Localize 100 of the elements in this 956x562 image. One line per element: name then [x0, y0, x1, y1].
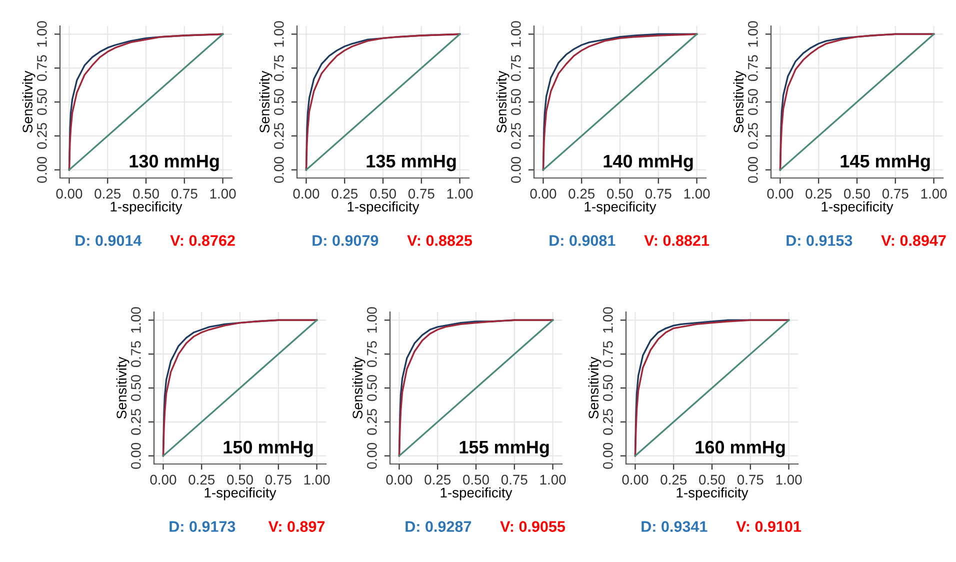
- y-axis-title: Sensitivity: [496, 70, 510, 133]
- x-tick-label: 1.00: [304, 474, 330, 485]
- y-tick-label: 0.25: [511, 122, 521, 149]
- text: V: 0.8825: [407, 235, 472, 246]
- y-axis-title: Sensitivity: [352, 356, 366, 419]
- x-tick-label: 0.00: [767, 188, 794, 199]
- y-tick-label: 1.00: [37, 21, 47, 47]
- line-series: [779, 33, 935, 171]
- x-tick-label: 0.50: [227, 474, 253, 485]
- y-tick-label: 0.25: [603, 408, 613, 435]
- x-tick-label: 0.50: [463, 474, 489, 485]
- text: V: 0.8947: [881, 235, 946, 246]
- y-axis-title: Sensitivity: [116, 356, 130, 419]
- x-tick-label: 0.75: [882, 188, 908, 199]
- x-tick-label: 0.75: [645, 188, 672, 199]
- x-tick-label: 0.00: [150, 474, 176, 485]
- text: D: 0.9079: [312, 235, 378, 246]
- y-tick-label: 0.50: [37, 89, 47, 115]
- text: V: 0.9101: [736, 521, 802, 532]
- y-tick-label: 0.50: [367, 375, 377, 401]
- x-tick-label: 0.25: [332, 188, 358, 199]
- annotation: 155 mmHg: [460, 440, 549, 458]
- y-tick-label: 0.75: [131, 341, 141, 368]
- y-tick-label: 0.75: [603, 341, 613, 368]
- x-axis-title: 1-specificity: [584, 201, 656, 214]
- y-tick-label: 1.00: [748, 21, 758, 47]
- y-tick-label: 1.00: [274, 21, 284, 47]
- line-series: [305, 33, 461, 171]
- text: D: 0.9173: [170, 521, 236, 532]
- y-tick-label: 0.00: [511, 156, 521, 183]
- y-tick-label: 1.00: [367, 307, 377, 333]
- y-tick-label: 0.25: [274, 122, 284, 149]
- annotation: 150 mmHg: [224, 440, 313, 458]
- line-series: [68, 33, 224, 171]
- y-tick-label: 0.25: [131, 408, 141, 435]
- x-tick-label: 0.25: [806, 188, 832, 199]
- text: V: 0.897: [268, 521, 325, 532]
- annotation: 140 mmHg: [604, 154, 693, 172]
- x-tick-label: 0.25: [188, 474, 215, 485]
- y-tick-label: 1.00: [131, 307, 141, 333]
- x-tick-label: 1.00: [776, 474, 802, 485]
- y-axis-title: Sensitivity: [22, 70, 36, 133]
- line-series: [162, 319, 318, 457]
- x-tick-label: 0.75: [408, 188, 434, 199]
- x-axis-title: 1-specificity: [348, 201, 420, 214]
- y-axis-title: Sensitivity: [259, 70, 272, 133]
- y-tick-label: 0.75: [37, 55, 47, 82]
- y-tick-label: 0.00: [274, 156, 284, 183]
- x-tick-label: 1.00: [447, 188, 473, 199]
- y-tick-label: 0.25: [748, 122, 758, 149]
- y-tick-label: 0.50: [603, 375, 613, 401]
- x-tick-label: 0.00: [386, 474, 412, 485]
- y-tick-label: 0.25: [367, 408, 377, 435]
- x-tick-label: 0.25: [660, 474, 687, 485]
- annotation: 130 mmHg: [130, 154, 219, 172]
- text: D: 0.9014: [76, 235, 142, 246]
- x-tick-label: 0.25: [94, 188, 121, 199]
- y-tick-label: 0.50: [748, 89, 758, 115]
- x-tick-label: 0.00: [56, 188, 82, 199]
- y-tick-label: 0.00: [131, 442, 141, 469]
- x-tick-label: 0.75: [171, 188, 198, 199]
- annotation: 145 mmHg: [840, 154, 930, 172]
- y-tick-label: 0.75: [367, 341, 377, 368]
- x-tick-label: 1.00: [540, 474, 566, 485]
- y-tick-label: 0.50: [511, 89, 521, 115]
- x-tick-label: 1.00: [210, 188, 236, 199]
- x-tick-label: 0.50: [844, 188, 870, 199]
- y-tick-label: 0.00: [603, 442, 613, 469]
- y-tick-label: 0.50: [131, 375, 141, 401]
- line-series: [634, 319, 790, 457]
- x-tick-label: 0.25: [568, 188, 595, 199]
- y-tick-label: 0.00: [748, 156, 758, 183]
- y-axis-title: Sensitivity: [588, 356, 602, 419]
- x-tick-label: 0.25: [424, 474, 451, 485]
- y-axis-title: Sensitivity: [733, 70, 746, 133]
- y-tick-label: 1.00: [511, 21, 521, 47]
- y-tick-label: 1.00: [603, 307, 613, 333]
- line-series: [398, 319, 554, 457]
- x-tick-label: 0.00: [530, 188, 556, 199]
- x-axis-title: 1-specificity: [822, 201, 894, 214]
- x-tick-label: 0.00: [293, 188, 320, 199]
- y-tick-label: 0.75: [274, 55, 284, 82]
- text: D: 0.9287: [406, 521, 472, 532]
- annotation: 160 mmHg: [696, 440, 785, 458]
- text: V: 0.9055: [500, 521, 566, 532]
- x-axis-title: 1-specificity: [110, 201, 182, 214]
- y-tick-label: 0.75: [748, 55, 758, 82]
- text: V: 0.8762: [170, 235, 235, 246]
- x-tick-label: 0.50: [699, 474, 725, 485]
- text: V: 0.8821: [644, 235, 710, 246]
- y-tick-label: 0.75: [511, 55, 521, 82]
- text: D: 0.9153: [786, 235, 852, 246]
- y-tick-label: 0.00: [37, 156, 47, 183]
- x-tick-label: 1.00: [684, 188, 710, 199]
- x-axis-title: 1-specificity: [676, 487, 748, 500]
- x-axis-title: 1-specificity: [440, 487, 512, 500]
- x-tick-label: 1.00: [921, 188, 947, 199]
- y-tick-label: 0.50: [274, 89, 284, 115]
- annotation: 135 mmHg: [366, 154, 456, 172]
- text: D: 0.9341: [642, 521, 708, 532]
